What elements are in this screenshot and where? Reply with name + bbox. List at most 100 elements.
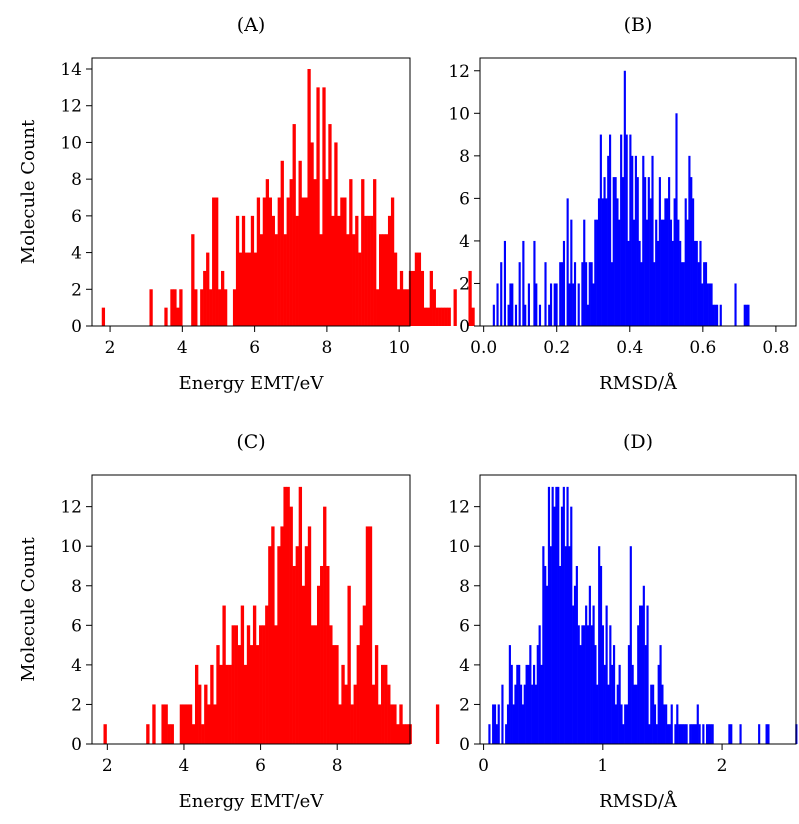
histogram-bar <box>149 289 153 326</box>
histogram-bar <box>686 219 689 326</box>
histogram-bar <box>618 664 621 744</box>
histogram-bar <box>583 219 586 326</box>
histogram-bar <box>570 506 573 744</box>
histogram-bar <box>370 215 374 326</box>
histogram-bar <box>250 215 255 326</box>
histogram-bar <box>631 155 634 326</box>
histogram-bar <box>146 724 150 744</box>
histogram-bar <box>426 307 430 326</box>
histogram-bar <box>570 219 573 326</box>
histogram-bar <box>536 645 539 744</box>
histogram-bar <box>711 724 714 744</box>
y-tick-label: 12 <box>60 498 82 518</box>
bars-b <box>492 70 750 326</box>
histogram-bar <box>653 262 656 326</box>
histogram-bar <box>614 704 617 744</box>
histogram-bar <box>344 684 348 744</box>
histogram-bar <box>262 197 267 326</box>
histogram-bar <box>387 684 391 744</box>
histogram-bar <box>353 684 357 744</box>
histogram-bar <box>716 304 719 326</box>
histogram-bar <box>512 704 515 744</box>
x-tick-label: 10 <box>388 338 410 358</box>
histogram-bar <box>629 134 632 326</box>
histogram-bar <box>235 215 240 326</box>
histogram-bar <box>304 197 308 326</box>
histogram-bar <box>384 234 389 326</box>
histogram-bar <box>417 252 422 326</box>
histogram-bar <box>313 179 317 326</box>
histogram-bar <box>644 645 647 744</box>
histogram-bar <box>241 215 246 326</box>
histogram-bar <box>249 645 254 744</box>
histogram-bar <box>538 304 542 326</box>
histogram-bar <box>367 215 371 326</box>
histogram-bar <box>508 645 511 744</box>
histogram-bar <box>405 724 409 744</box>
histogram-bar <box>633 219 636 326</box>
histogram-bar <box>488 724 491 744</box>
y-tick-label: 0 <box>459 735 470 755</box>
histogram-bar <box>590 262 593 326</box>
histogram-bar <box>758 724 761 744</box>
histogram-bar <box>368 526 373 744</box>
histogram-bar <box>295 215 299 326</box>
histogram-bar <box>289 179 293 326</box>
histogram-bar <box>334 142 338 326</box>
x-tick-label: 0.6 <box>689 338 716 358</box>
histogram-bar <box>349 179 353 326</box>
histogram-bar <box>319 234 323 326</box>
histogram-bar <box>540 664 543 744</box>
histogram-bar <box>371 684 376 744</box>
histogram-bar <box>379 234 383 326</box>
histogram-bar <box>507 304 510 326</box>
histogram-bar <box>203 270 207 326</box>
histogram-bar <box>529 645 532 744</box>
panel-title: (D) <box>623 431 653 453</box>
histogram-bar <box>633 684 636 744</box>
histogram-bar <box>496 283 499 326</box>
histogram-bar <box>642 585 645 744</box>
histogram-bar <box>328 124 332 326</box>
histogram-bar <box>695 240 698 326</box>
histogram-bar <box>625 134 628 326</box>
y-tick-label: 12 <box>448 62 470 82</box>
histogram-bar <box>286 486 290 744</box>
histogram-bar <box>525 664 528 744</box>
histogram-bar <box>429 270 433 326</box>
histogram-bar <box>612 645 616 744</box>
histogram-bar <box>280 526 284 744</box>
histogram-bar <box>638 240 641 326</box>
histogram-bar <box>596 219 599 326</box>
histogram-bar <box>708 283 711 326</box>
histogram-bar <box>506 704 510 744</box>
histogram-bar <box>544 262 547 326</box>
histogram-bar <box>390 197 395 326</box>
histogram-bar <box>566 198 569 326</box>
histogram-bar <box>527 664 530 744</box>
plot-frame <box>479 474 797 745</box>
histogram-bar <box>341 664 345 744</box>
histogram-bar <box>492 704 495 744</box>
histogram-bar <box>358 252 362 326</box>
histogram-bar <box>743 304 746 326</box>
histogram-bar <box>384 664 388 744</box>
histogram-bar <box>647 177 650 326</box>
histogram-bar <box>527 283 530 326</box>
histogram-bar <box>599 565 603 744</box>
histogram-bar <box>698 724 701 744</box>
histogram-bar <box>588 585 591 744</box>
histogram-bar <box>767 724 770 744</box>
histogram-bar <box>671 240 674 326</box>
histogram-bar <box>292 565 296 744</box>
x-tick-label: 0.4 <box>616 338 643 358</box>
histogram-bar <box>514 684 517 744</box>
histogram-bar <box>714 304 717 326</box>
histogram-bar <box>310 142 314 326</box>
histogram-bar <box>292 124 296 326</box>
histogram-bar <box>548 304 551 326</box>
histogram-bar <box>246 625 251 744</box>
histogram-bar <box>185 704 190 744</box>
histogram-bar <box>694 724 697 744</box>
